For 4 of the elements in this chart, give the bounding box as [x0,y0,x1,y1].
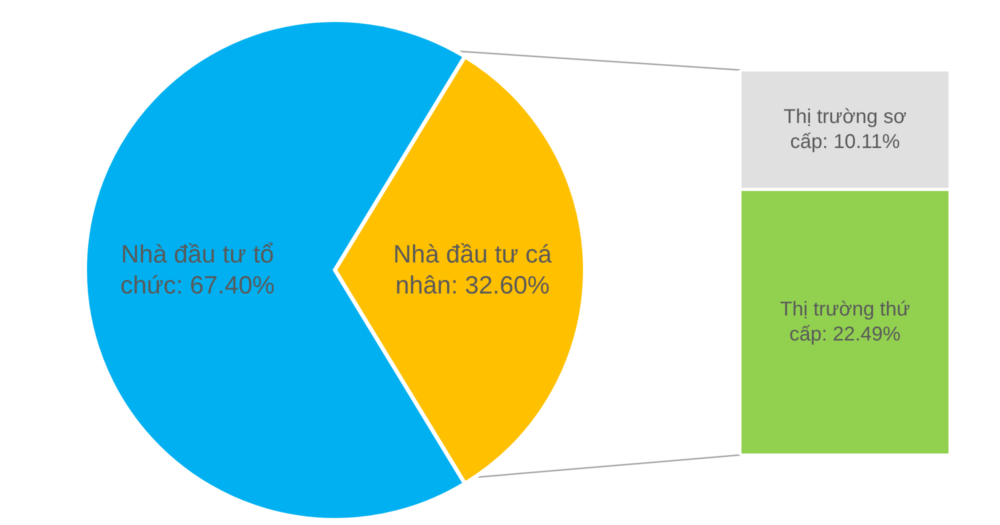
data-label: Thị trường sơ cấp: 10.11% [784,106,906,154]
slice-label: Nhà đầu tư tổ chức: 67.40% [120,240,275,300]
slice-label: Nhà đầu tư cá nhân: 32.60% [393,240,552,300]
data-label: Thị trường thứ cấp: 22.49% [780,298,910,346]
